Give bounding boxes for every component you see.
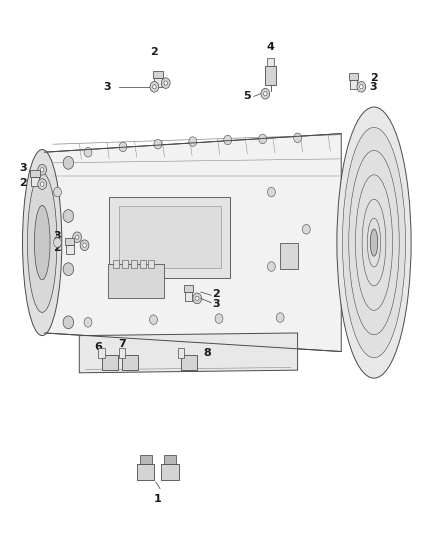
Ellipse shape xyxy=(370,229,378,256)
Circle shape xyxy=(189,137,197,147)
Circle shape xyxy=(193,293,201,304)
Text: 3: 3 xyxy=(19,163,27,173)
FancyBboxPatch shape xyxy=(122,260,128,268)
Ellipse shape xyxy=(349,150,399,335)
Circle shape xyxy=(63,209,74,222)
Text: 3: 3 xyxy=(212,298,220,309)
Text: 2: 2 xyxy=(370,73,378,83)
Text: 5: 5 xyxy=(243,91,251,101)
Circle shape xyxy=(259,134,267,144)
Circle shape xyxy=(215,314,223,324)
Polygon shape xyxy=(44,134,341,352)
Circle shape xyxy=(161,78,170,88)
FancyBboxPatch shape xyxy=(181,355,197,369)
Circle shape xyxy=(63,157,74,169)
Text: 2: 2 xyxy=(19,177,27,188)
FancyBboxPatch shape xyxy=(154,78,162,86)
FancyBboxPatch shape xyxy=(102,355,118,369)
Circle shape xyxy=(152,85,156,89)
Circle shape xyxy=(80,240,89,251)
Circle shape xyxy=(150,82,159,92)
FancyBboxPatch shape xyxy=(137,464,154,480)
FancyBboxPatch shape xyxy=(108,264,164,298)
Circle shape xyxy=(84,148,92,157)
Text: 3: 3 xyxy=(53,231,61,241)
FancyBboxPatch shape xyxy=(119,349,125,358)
Text: 6: 6 xyxy=(94,342,102,352)
Ellipse shape xyxy=(28,173,57,312)
FancyBboxPatch shape xyxy=(119,206,221,268)
FancyBboxPatch shape xyxy=(140,455,152,464)
Ellipse shape xyxy=(337,107,411,378)
Circle shape xyxy=(83,243,86,247)
Circle shape xyxy=(63,263,74,276)
Text: 1: 1 xyxy=(154,494,162,504)
Ellipse shape xyxy=(367,218,381,267)
FancyBboxPatch shape xyxy=(99,349,105,358)
FancyBboxPatch shape xyxy=(140,260,146,268)
FancyBboxPatch shape xyxy=(30,170,39,177)
Circle shape xyxy=(276,313,284,322)
Circle shape xyxy=(40,182,44,186)
FancyBboxPatch shape xyxy=(113,260,120,268)
Polygon shape xyxy=(79,333,297,373)
FancyBboxPatch shape xyxy=(184,285,193,292)
Text: 7: 7 xyxy=(118,339,126,349)
FancyBboxPatch shape xyxy=(349,73,358,80)
Text: 2: 2 xyxy=(53,243,61,253)
FancyBboxPatch shape xyxy=(184,292,192,301)
FancyBboxPatch shape xyxy=(110,197,230,278)
Circle shape xyxy=(38,179,46,189)
Circle shape xyxy=(63,316,74,329)
Ellipse shape xyxy=(34,205,50,280)
Circle shape xyxy=(268,187,276,197)
Circle shape xyxy=(261,88,270,99)
Text: 3: 3 xyxy=(370,82,377,92)
Text: 8: 8 xyxy=(203,348,211,358)
Text: 4: 4 xyxy=(267,42,275,52)
FancyBboxPatch shape xyxy=(153,70,162,78)
Circle shape xyxy=(38,165,46,175)
FancyBboxPatch shape xyxy=(350,80,357,89)
FancyBboxPatch shape xyxy=(65,238,74,245)
FancyBboxPatch shape xyxy=(148,260,154,268)
Text: 2: 2 xyxy=(212,288,220,298)
Circle shape xyxy=(195,296,199,301)
Circle shape xyxy=(264,92,267,96)
FancyBboxPatch shape xyxy=(265,66,276,85)
Circle shape xyxy=(268,262,276,271)
Circle shape xyxy=(224,135,232,145)
Text: 2: 2 xyxy=(151,46,158,56)
Ellipse shape xyxy=(362,199,386,286)
Text: 3: 3 xyxy=(103,82,111,92)
FancyBboxPatch shape xyxy=(131,260,137,268)
Circle shape xyxy=(150,315,157,325)
Circle shape xyxy=(84,318,92,327)
Circle shape xyxy=(53,238,61,247)
Circle shape xyxy=(119,142,127,152)
FancyBboxPatch shape xyxy=(122,355,138,369)
Circle shape xyxy=(357,82,366,92)
FancyBboxPatch shape xyxy=(31,177,39,186)
Circle shape xyxy=(53,187,61,197)
FancyBboxPatch shape xyxy=(66,245,74,254)
Ellipse shape xyxy=(356,175,392,310)
FancyBboxPatch shape xyxy=(164,455,176,464)
Circle shape xyxy=(40,167,44,172)
Circle shape xyxy=(360,85,363,89)
Circle shape xyxy=(164,81,167,85)
FancyBboxPatch shape xyxy=(280,243,298,269)
Circle shape xyxy=(293,133,301,143)
Ellipse shape xyxy=(22,150,62,336)
FancyBboxPatch shape xyxy=(268,58,274,66)
FancyBboxPatch shape xyxy=(178,349,184,358)
Circle shape xyxy=(154,140,162,149)
Ellipse shape xyxy=(343,127,406,358)
Circle shape xyxy=(75,235,79,239)
Circle shape xyxy=(73,232,81,243)
FancyBboxPatch shape xyxy=(161,464,179,480)
Circle shape xyxy=(302,224,310,234)
